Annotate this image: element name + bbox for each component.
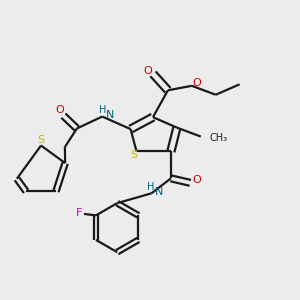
Text: S: S — [37, 135, 44, 145]
Text: O: O — [192, 175, 201, 185]
Text: CH₃: CH₃ — [209, 133, 227, 143]
Text: O: O — [56, 105, 64, 115]
Text: H: H — [147, 182, 155, 192]
Text: O: O — [192, 78, 201, 88]
Text: F: F — [76, 208, 83, 218]
Text: S: S — [130, 150, 138, 160]
Text: O: O — [143, 67, 152, 76]
Text: N: N — [106, 110, 114, 120]
Text: N: N — [155, 187, 164, 196]
Text: H: H — [98, 105, 106, 115]
